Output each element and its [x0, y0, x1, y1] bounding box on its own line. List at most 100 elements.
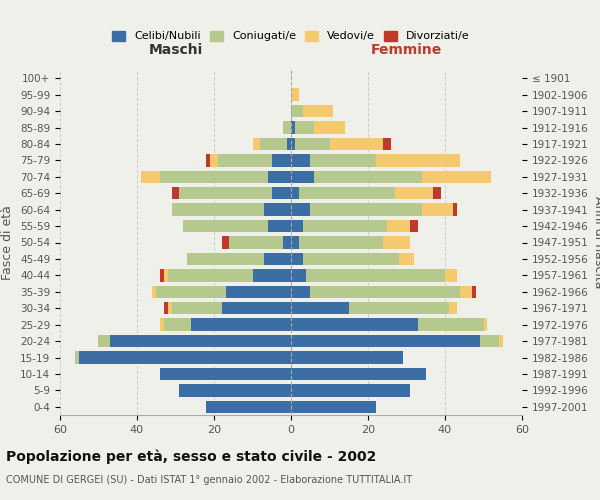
- Bar: [302, 220, 387, 232]
- Bar: [472, 286, 476, 298]
- Bar: [164, 318, 191, 331]
- Bar: [183, 220, 268, 232]
- Bar: [291, 220, 302, 232]
- Bar: [222, 302, 291, 314]
- Bar: [387, 220, 410, 232]
- Bar: [310, 204, 422, 216]
- Bar: [156, 286, 226, 298]
- Bar: [172, 204, 264, 216]
- Bar: [191, 318, 291, 331]
- Bar: [79, 352, 291, 364]
- Bar: [291, 204, 310, 216]
- Bar: [264, 253, 291, 265]
- Bar: [302, 105, 334, 117]
- Bar: [160, 269, 164, 281]
- Bar: [291, 318, 418, 331]
- Text: Popolazione per età, sesso e stato civile - 2002: Popolazione per età, sesso e stato civil…: [6, 450, 376, 464]
- Text: Maschi: Maschi: [148, 43, 203, 57]
- Bar: [291, 269, 307, 281]
- Bar: [210, 154, 218, 166]
- Bar: [98, 335, 110, 347]
- Y-axis label: Fasce di età: Fasce di età: [1, 205, 14, 280]
- Bar: [187, 253, 264, 265]
- Bar: [226, 286, 291, 298]
- Bar: [291, 138, 295, 150]
- Bar: [268, 220, 291, 232]
- Bar: [268, 170, 291, 183]
- Bar: [291, 335, 479, 347]
- Bar: [410, 220, 418, 232]
- Bar: [160, 170, 268, 183]
- Bar: [484, 318, 487, 331]
- Bar: [264, 204, 291, 216]
- Bar: [206, 154, 210, 166]
- Bar: [253, 269, 291, 281]
- Bar: [310, 154, 376, 166]
- Bar: [283, 122, 291, 134]
- Bar: [302, 253, 399, 265]
- Bar: [168, 302, 172, 314]
- Legend: Celibi/Nubili, Coniugati/e, Vedovi/e, Divorziati/e: Celibi/Nubili, Coniugati/e, Vedovi/e, Di…: [109, 28, 473, 44]
- Bar: [229, 236, 283, 248]
- Bar: [287, 138, 291, 150]
- Bar: [110, 335, 291, 347]
- Bar: [260, 138, 287, 150]
- Y-axis label: Anni di nascita: Anni di nascita: [592, 196, 600, 289]
- Bar: [291, 302, 349, 314]
- Bar: [291, 352, 403, 364]
- Bar: [291, 236, 299, 248]
- Bar: [295, 138, 329, 150]
- Bar: [160, 368, 291, 380]
- Bar: [164, 269, 168, 281]
- Bar: [460, 286, 472, 298]
- Bar: [272, 154, 291, 166]
- Bar: [206, 400, 291, 413]
- Bar: [218, 154, 272, 166]
- Bar: [253, 138, 260, 150]
- Bar: [422, 204, 453, 216]
- Text: COMUNE DI GERGEI (SU) - Dati ISTAT 1° gennaio 2002 - Elaborazione TUTTITALIA.IT: COMUNE DI GERGEI (SU) - Dati ISTAT 1° ge…: [6, 475, 412, 485]
- Bar: [376, 154, 460, 166]
- Text: Femmine: Femmine: [371, 43, 442, 57]
- Bar: [314, 170, 422, 183]
- Bar: [314, 122, 345, 134]
- Bar: [291, 368, 426, 380]
- Bar: [453, 204, 457, 216]
- Bar: [179, 187, 272, 200]
- Bar: [299, 236, 383, 248]
- Bar: [310, 286, 460, 298]
- Bar: [449, 302, 457, 314]
- Bar: [172, 302, 222, 314]
- Bar: [222, 236, 229, 248]
- Bar: [383, 236, 410, 248]
- Bar: [479, 335, 499, 347]
- Bar: [291, 122, 295, 134]
- Bar: [291, 286, 310, 298]
- Bar: [152, 286, 156, 298]
- Bar: [307, 269, 445, 281]
- Bar: [168, 269, 253, 281]
- Bar: [291, 253, 302, 265]
- Bar: [291, 400, 376, 413]
- Bar: [160, 318, 164, 331]
- Bar: [291, 384, 410, 396]
- Bar: [283, 236, 291, 248]
- Bar: [383, 138, 391, 150]
- Bar: [291, 105, 302, 117]
- Bar: [141, 170, 160, 183]
- Bar: [164, 302, 168, 314]
- Bar: [433, 187, 441, 200]
- Bar: [329, 138, 383, 150]
- Bar: [76, 352, 79, 364]
- Bar: [291, 187, 299, 200]
- Bar: [295, 122, 314, 134]
- Bar: [272, 187, 291, 200]
- Bar: [399, 253, 414, 265]
- Bar: [299, 187, 395, 200]
- Bar: [291, 170, 314, 183]
- Bar: [172, 187, 179, 200]
- Bar: [418, 318, 484, 331]
- Bar: [422, 170, 491, 183]
- Bar: [291, 88, 299, 101]
- Bar: [499, 335, 503, 347]
